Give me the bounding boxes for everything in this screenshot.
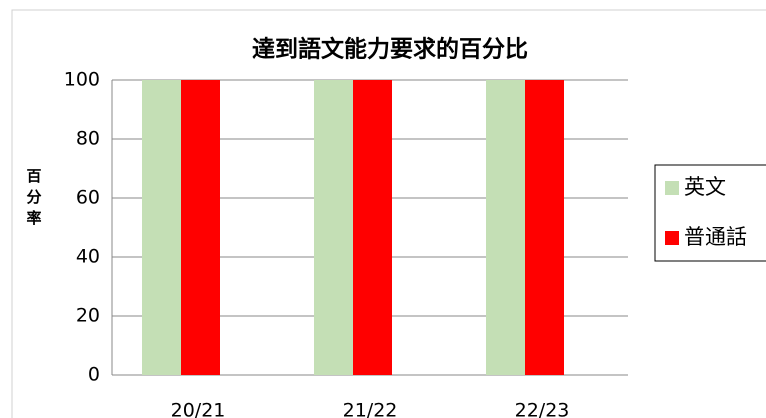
bar <box>142 80 181 375</box>
y-tick-label: 40 <box>76 246 100 268</box>
y-tick-label: 100 <box>64 69 100 91</box>
bar <box>525 80 564 375</box>
y-tick-label: 20 <box>76 305 100 327</box>
y-tick-label: 80 <box>76 128 100 150</box>
x-tick-label: 22/23 <box>515 400 570 418</box>
y-axis-label: 百分率 <box>25 168 43 231</box>
legend-swatch <box>665 181 679 195</box>
bar <box>486 80 525 375</box>
legend-label: 英文 <box>684 175 726 199</box>
y-tick-label: 60 <box>76 187 100 209</box>
x-tick-label: 20/21 <box>171 400 226 418</box>
bar <box>181 80 220 375</box>
bar <box>314 80 353 375</box>
bar <box>353 80 392 375</box>
chart-title: 達到語文能力要求的百分比 <box>252 36 528 63</box>
legend-swatch <box>665 231 679 245</box>
legend-label: 普通話 <box>684 225 747 249</box>
x-tick-label: 21/22 <box>343 400 398 418</box>
y-tick-label: 0 <box>88 364 100 386</box>
